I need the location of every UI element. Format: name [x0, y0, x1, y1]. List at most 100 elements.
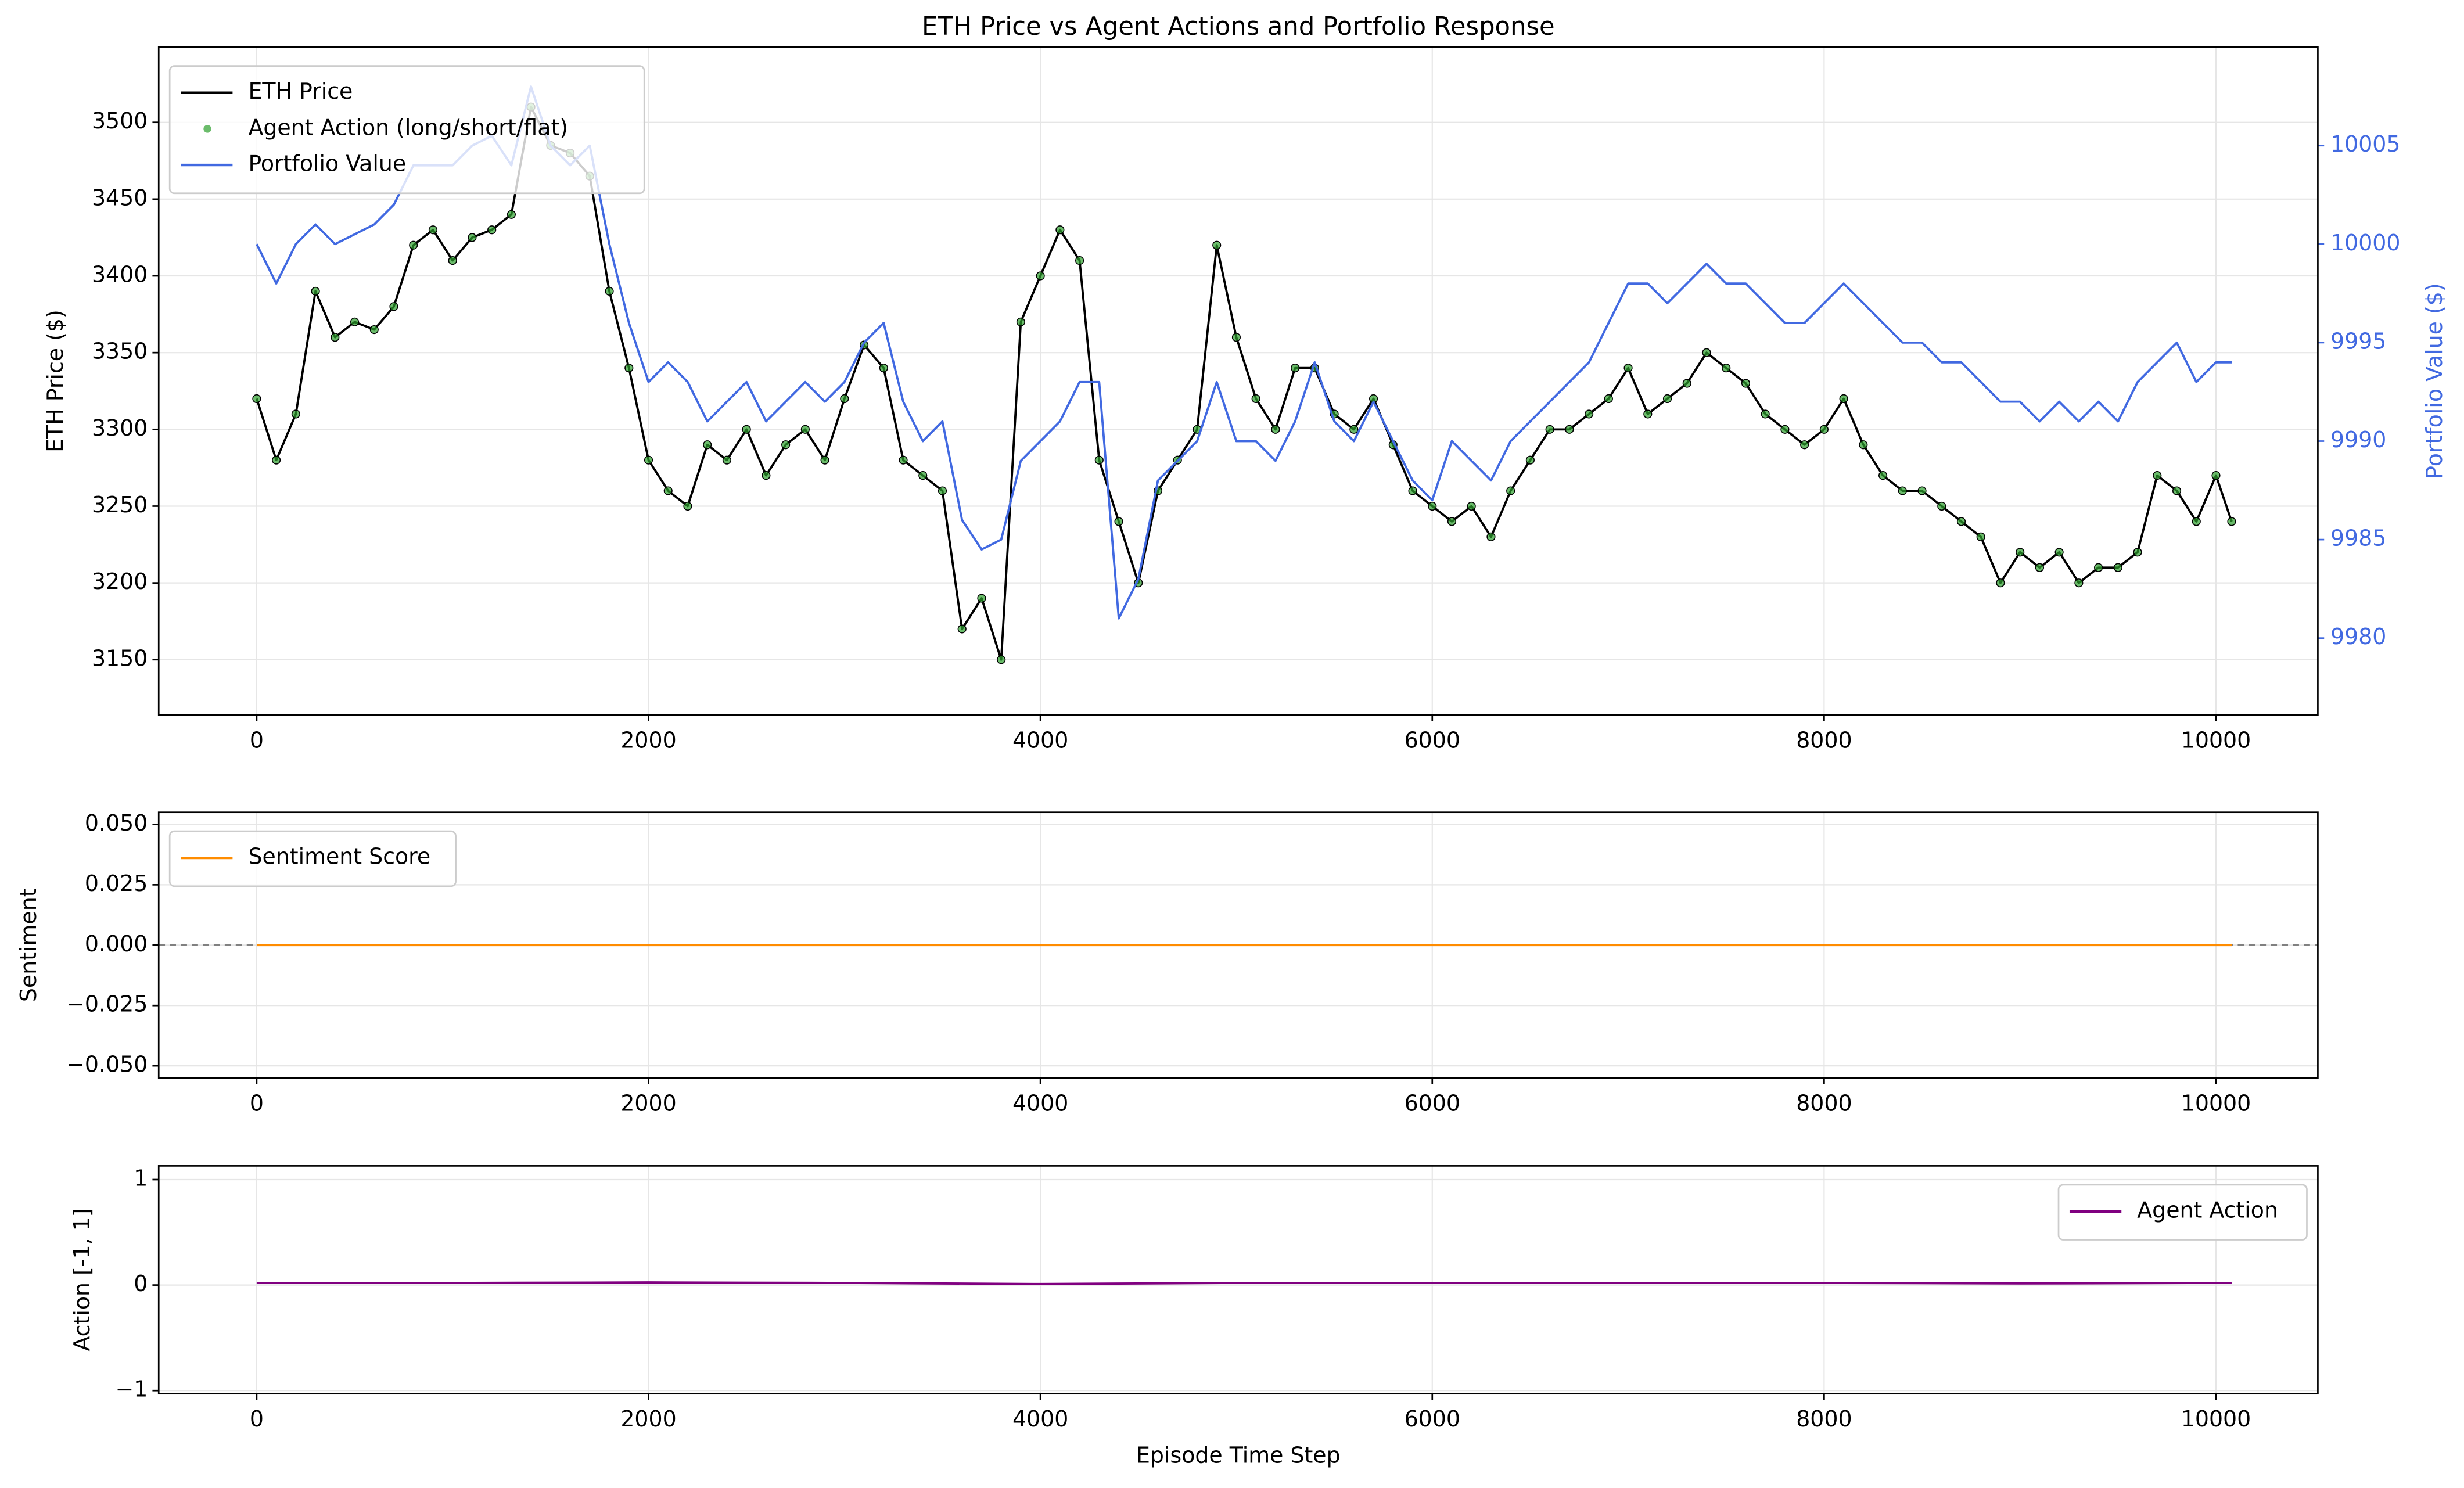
x-tick-label: 2000 — [620, 1406, 676, 1432]
action-point — [997, 655, 1006, 664]
x-tick-label: 6000 — [1405, 727, 1460, 753]
action-point — [1349, 425, 1359, 434]
y2-tick-label: 10005 — [2330, 131, 2400, 157]
action-point — [1036, 271, 1045, 281]
action-point — [703, 440, 712, 450]
legend-box — [2057, 1184, 2308, 1241]
action-point — [369, 325, 379, 335]
y-tick-label: −1 — [115, 1376, 148, 1402]
action-point — [1271, 425, 1280, 434]
x-tick-label: 6000 — [1405, 1090, 1460, 1116]
action-point — [448, 256, 457, 265]
action-point — [2094, 563, 2103, 572]
y-tick-label: 3250 — [92, 492, 148, 517]
y-tick-label: 3350 — [92, 339, 148, 364]
legend-label: Portfolio Value — [248, 151, 406, 177]
action-point — [605, 286, 614, 296]
action-point — [1898, 486, 1907, 495]
action-point — [2054, 548, 2064, 557]
legend-label: Sentiment Score — [248, 844, 430, 869]
x-tick-label: 0 — [250, 1406, 264, 1432]
action-point — [1722, 364, 1731, 373]
action-point — [1741, 379, 1751, 388]
x-tick-label: 2000 — [620, 1090, 676, 1116]
y2-tick-label: 9990 — [2330, 427, 2386, 452]
action-point — [2211, 471, 2221, 480]
action-point — [2192, 517, 2201, 526]
y2-tick-label: 10000 — [2330, 230, 2400, 256]
x-tick-label: 10000 — [2181, 1406, 2251, 1432]
action-point — [1212, 240, 1222, 250]
x-tick-label: 2000 — [620, 727, 676, 753]
action-point — [1545, 425, 1554, 434]
legend-box — [168, 830, 457, 887]
y-tick-label: 0 — [134, 1271, 148, 1296]
action-point — [1976, 532, 1985, 541]
x-tick-label: 6000 — [1405, 1406, 1460, 1432]
x-tick-label: 10000 — [2181, 727, 2251, 753]
action-point — [1604, 394, 1613, 404]
y-axis-label: ETH Price ($) — [42, 310, 68, 452]
axes-frame — [157, 46, 2319, 716]
action-point — [2113, 563, 2122, 572]
action-point — [1859, 440, 1868, 450]
action-point — [2227, 517, 2236, 526]
legend-marker — [203, 125, 211, 133]
x-tick-label: 10000 — [2181, 1090, 2251, 1116]
action-point — [1565, 425, 1574, 434]
action-point — [2153, 471, 2162, 480]
x-tick-label: 0 — [250, 1090, 264, 1116]
x-tick-label: 8000 — [1796, 1406, 1852, 1432]
action-point — [781, 440, 791, 450]
action-point — [409, 240, 418, 250]
chart-title: ETH Price vs Agent Actions and Portfolio… — [922, 12, 1555, 41]
y-tick-label: 3300 — [92, 415, 148, 441]
action-point — [1585, 409, 1594, 419]
action-point — [1996, 578, 2005, 588]
series-line — [256, 1281, 2232, 1285]
legend-label: ETH Price — [248, 78, 353, 104]
y-tick-label: 1 — [134, 1165, 148, 1191]
action-point — [644, 455, 653, 465]
legend-box — [168, 65, 645, 195]
action-point — [1231, 333, 1241, 342]
y-tick-label: 3400 — [92, 262, 148, 287]
x-axis-label: Episode Time Step — [1136, 1442, 1341, 1468]
action-point — [683, 501, 692, 511]
action-point — [1800, 440, 1809, 450]
y-tick-label: 3450 — [92, 185, 148, 210]
action-point — [1839, 394, 1848, 404]
action-point — [742, 425, 751, 434]
action-point — [1917, 486, 1927, 495]
y-axis-label: Sentiment — [16, 888, 41, 1002]
action-point — [1075, 256, 1084, 265]
action-point — [2172, 486, 2182, 495]
y2-tick-label: 9980 — [2330, 624, 2386, 649]
action-point — [2074, 578, 2084, 588]
action-point — [1662, 394, 1672, 404]
action-point — [291, 409, 300, 419]
action-point — [1937, 501, 1946, 511]
action-point — [1623, 364, 1633, 373]
x-tick-label: 4000 — [1012, 1090, 1068, 1116]
legend-label: Agent Action — [2137, 1197, 2278, 1223]
action-point — [272, 455, 281, 465]
action-point — [938, 486, 947, 495]
action-point — [468, 233, 477, 242]
y-tick-label: −0.025 — [66, 991, 148, 1017]
action-point — [1251, 394, 1260, 404]
x-tick-label: 4000 — [1012, 727, 1068, 753]
y-tick-label: 3500 — [92, 108, 148, 134]
action-point — [1702, 348, 1711, 357]
action-point — [1467, 501, 1476, 511]
action-point — [2016, 548, 2025, 557]
action-point — [1428, 501, 1437, 511]
action-point — [1682, 379, 1691, 388]
action-point — [1878, 471, 1888, 480]
action-point — [1408, 486, 1417, 495]
action-point — [1780, 425, 1790, 434]
action-point — [507, 210, 516, 219]
action-point — [957, 624, 967, 634]
